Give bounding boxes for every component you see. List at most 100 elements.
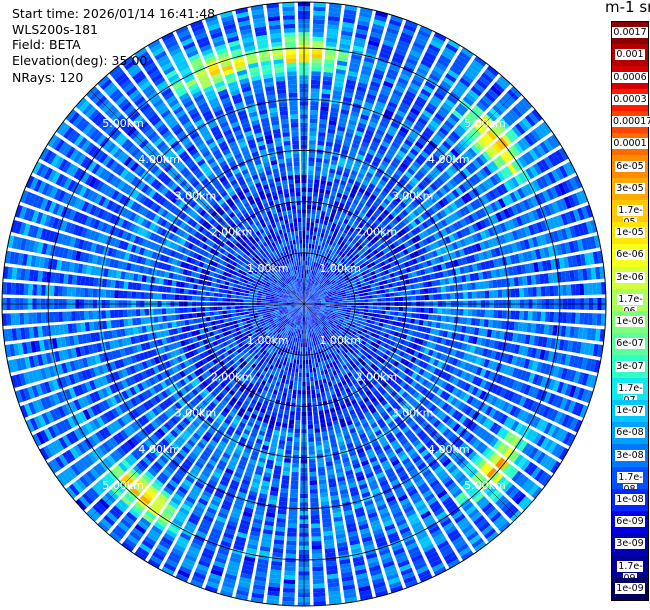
ray-gate-cell [503, 181, 512, 192]
ray-gate-cell [382, 265, 388, 271]
ray-gate-cell [310, 279, 313, 284]
ray-gate-cell [420, 88, 432, 98]
ray-gate-cell [347, 300, 352, 303]
ray-gate-cell [358, 212, 365, 219]
ray-gate-cell [475, 210, 483, 220]
ray-gate-cell [385, 252, 391, 259]
ray-gate-cell [281, 479, 290, 485]
ray-gate-cell [496, 279, 502, 288]
ray-gate-cell [333, 200, 340, 207]
ray-gate-cell [328, 230, 334, 237]
ray-gate-cell [511, 125, 523, 138]
ray-gate-cell [319, 269, 323, 274]
ray-gate-cell [449, 260, 455, 268]
ray-gate-cell [325, 239, 331, 245]
ray-gate-cell [448, 191, 457, 201]
ray-gate-cell [304, 300, 307, 304]
ray-gate-cell [309, 135, 317, 141]
ray-gate-cell [306, 222, 310, 227]
ray-gate-cell [323, 277, 328, 282]
ray-gate-cell [430, 273, 436, 280]
ray-gate-cell [409, 148, 419, 157]
ray-gate-cell [305, 291, 307, 296]
ray-gate-cell [519, 288, 524, 298]
ray-gate-cell [461, 153, 471, 163]
ray-gate-cell [397, 40, 410, 49]
ray-gate-cell [461, 194, 469, 204]
ray-gate-cell [361, 282, 366, 287]
ray-gate-cell [291, 402, 296, 408]
ray-gate-cell [382, 227, 389, 234]
ray-gate-cell [392, 321, 398, 326]
ray-gate-cell [393, 52, 405, 61]
ray-gate-cell [304, 316, 306, 322]
ray-gate-cell [407, 272, 413, 279]
ray-gate-cell [305, 295, 307, 300]
ray-gate-cell [307, 261, 310, 266]
ray-gate-cell [319, 492, 329, 498]
ray-gate-cell [577, 207, 585, 221]
ray-gate-cell [522, 322, 528, 333]
ray-gate-cell [309, 463, 316, 468]
ray-gate-cell [411, 237, 418, 244]
ray-gate-cell [391, 141, 401, 149]
ray-gate-cell [306, 394, 311, 399]
ray-gate-cell [380, 201, 388, 209]
ray-gate-cell [335, 259, 341, 265]
ray-gate-cell [498, 137, 509, 148]
ray-gate-cell [322, 80, 333, 86]
ray-gate-cell [486, 65, 499, 77]
ray-gate-cell [385, 31, 398, 40]
ray-gate-cell [536, 311, 542, 322]
ray-gate-cell [334, 285, 339, 289]
ray-gate-cell [326, 289, 332, 293]
ray-gate-cell [444, 339, 451, 347]
ray-gate-cell [351, 245, 358, 251]
ray-gate-cell [328, 283, 333, 287]
ray-gate-cell [523, 311, 529, 321]
ray-gate-cell [411, 258, 418, 265]
ray-gate-cell [378, 281, 384, 286]
ray-gate-cell [427, 207, 436, 216]
ray-gate-cell [305, 359, 309, 365]
ray-gate-cell [509, 277, 515, 287]
ray-gate-cell [456, 230, 464, 239]
ray-gate-cell [316, 300, 321, 302]
ray-gate-cell [421, 326, 427, 333]
ray-gate-cell [407, 231, 414, 239]
ray-gate-cell [375, 152, 384, 160]
ray-gate-cell [518, 252, 525, 263]
ray-gate-cell [351, 282, 357, 287]
ray-gate-cell [323, 404, 329, 410]
ray-gate-cell [316, 449, 323, 455]
ray-gate-cell [434, 272, 440, 279]
ray-gate-cell [416, 206, 424, 215]
ray-gate-cell [281, 475, 290, 481]
ray-gate-cell [326, 225, 331, 231]
ray-gate-cell [318, 479, 327, 485]
ray-gate-cell [325, 41, 337, 48]
ray-gate-cell [359, 296, 365, 300]
ray-gate-cell [342, 281, 347, 286]
ray-gate-cell [313, 280, 317, 285]
ray-gate-cell [564, 354, 571, 366]
ray-gate-cell [345, 290, 351, 294]
ray-gate-cell [425, 219, 433, 227]
ray-gate-cell [329, 297, 334, 300]
ray-gate-cell [439, 278, 446, 286]
ray-gate-cell [480, 261, 487, 270]
ray-gate-cell [334, 138, 343, 145]
ray-gate-cell [311, 359, 315, 364]
ray-gate-cell [360, 114, 370, 121]
ray-gate-cell [420, 59, 433, 69]
ray-gate-cell [445, 168, 455, 178]
ray-gate-cell [451, 62, 464, 72]
ray-gate-cell [540, 311, 546, 322]
ray-gate-cell [417, 325, 423, 332]
ray-gate-cell [436, 177, 445, 186]
ray-gate-cell [320, 422, 327, 428]
ray-gate-cell [333, 311, 338, 314]
ray-gate-cell [365, 201, 372, 208]
ray-gate-cell [472, 159, 482, 170]
ray-gate-cell [292, 363, 296, 369]
